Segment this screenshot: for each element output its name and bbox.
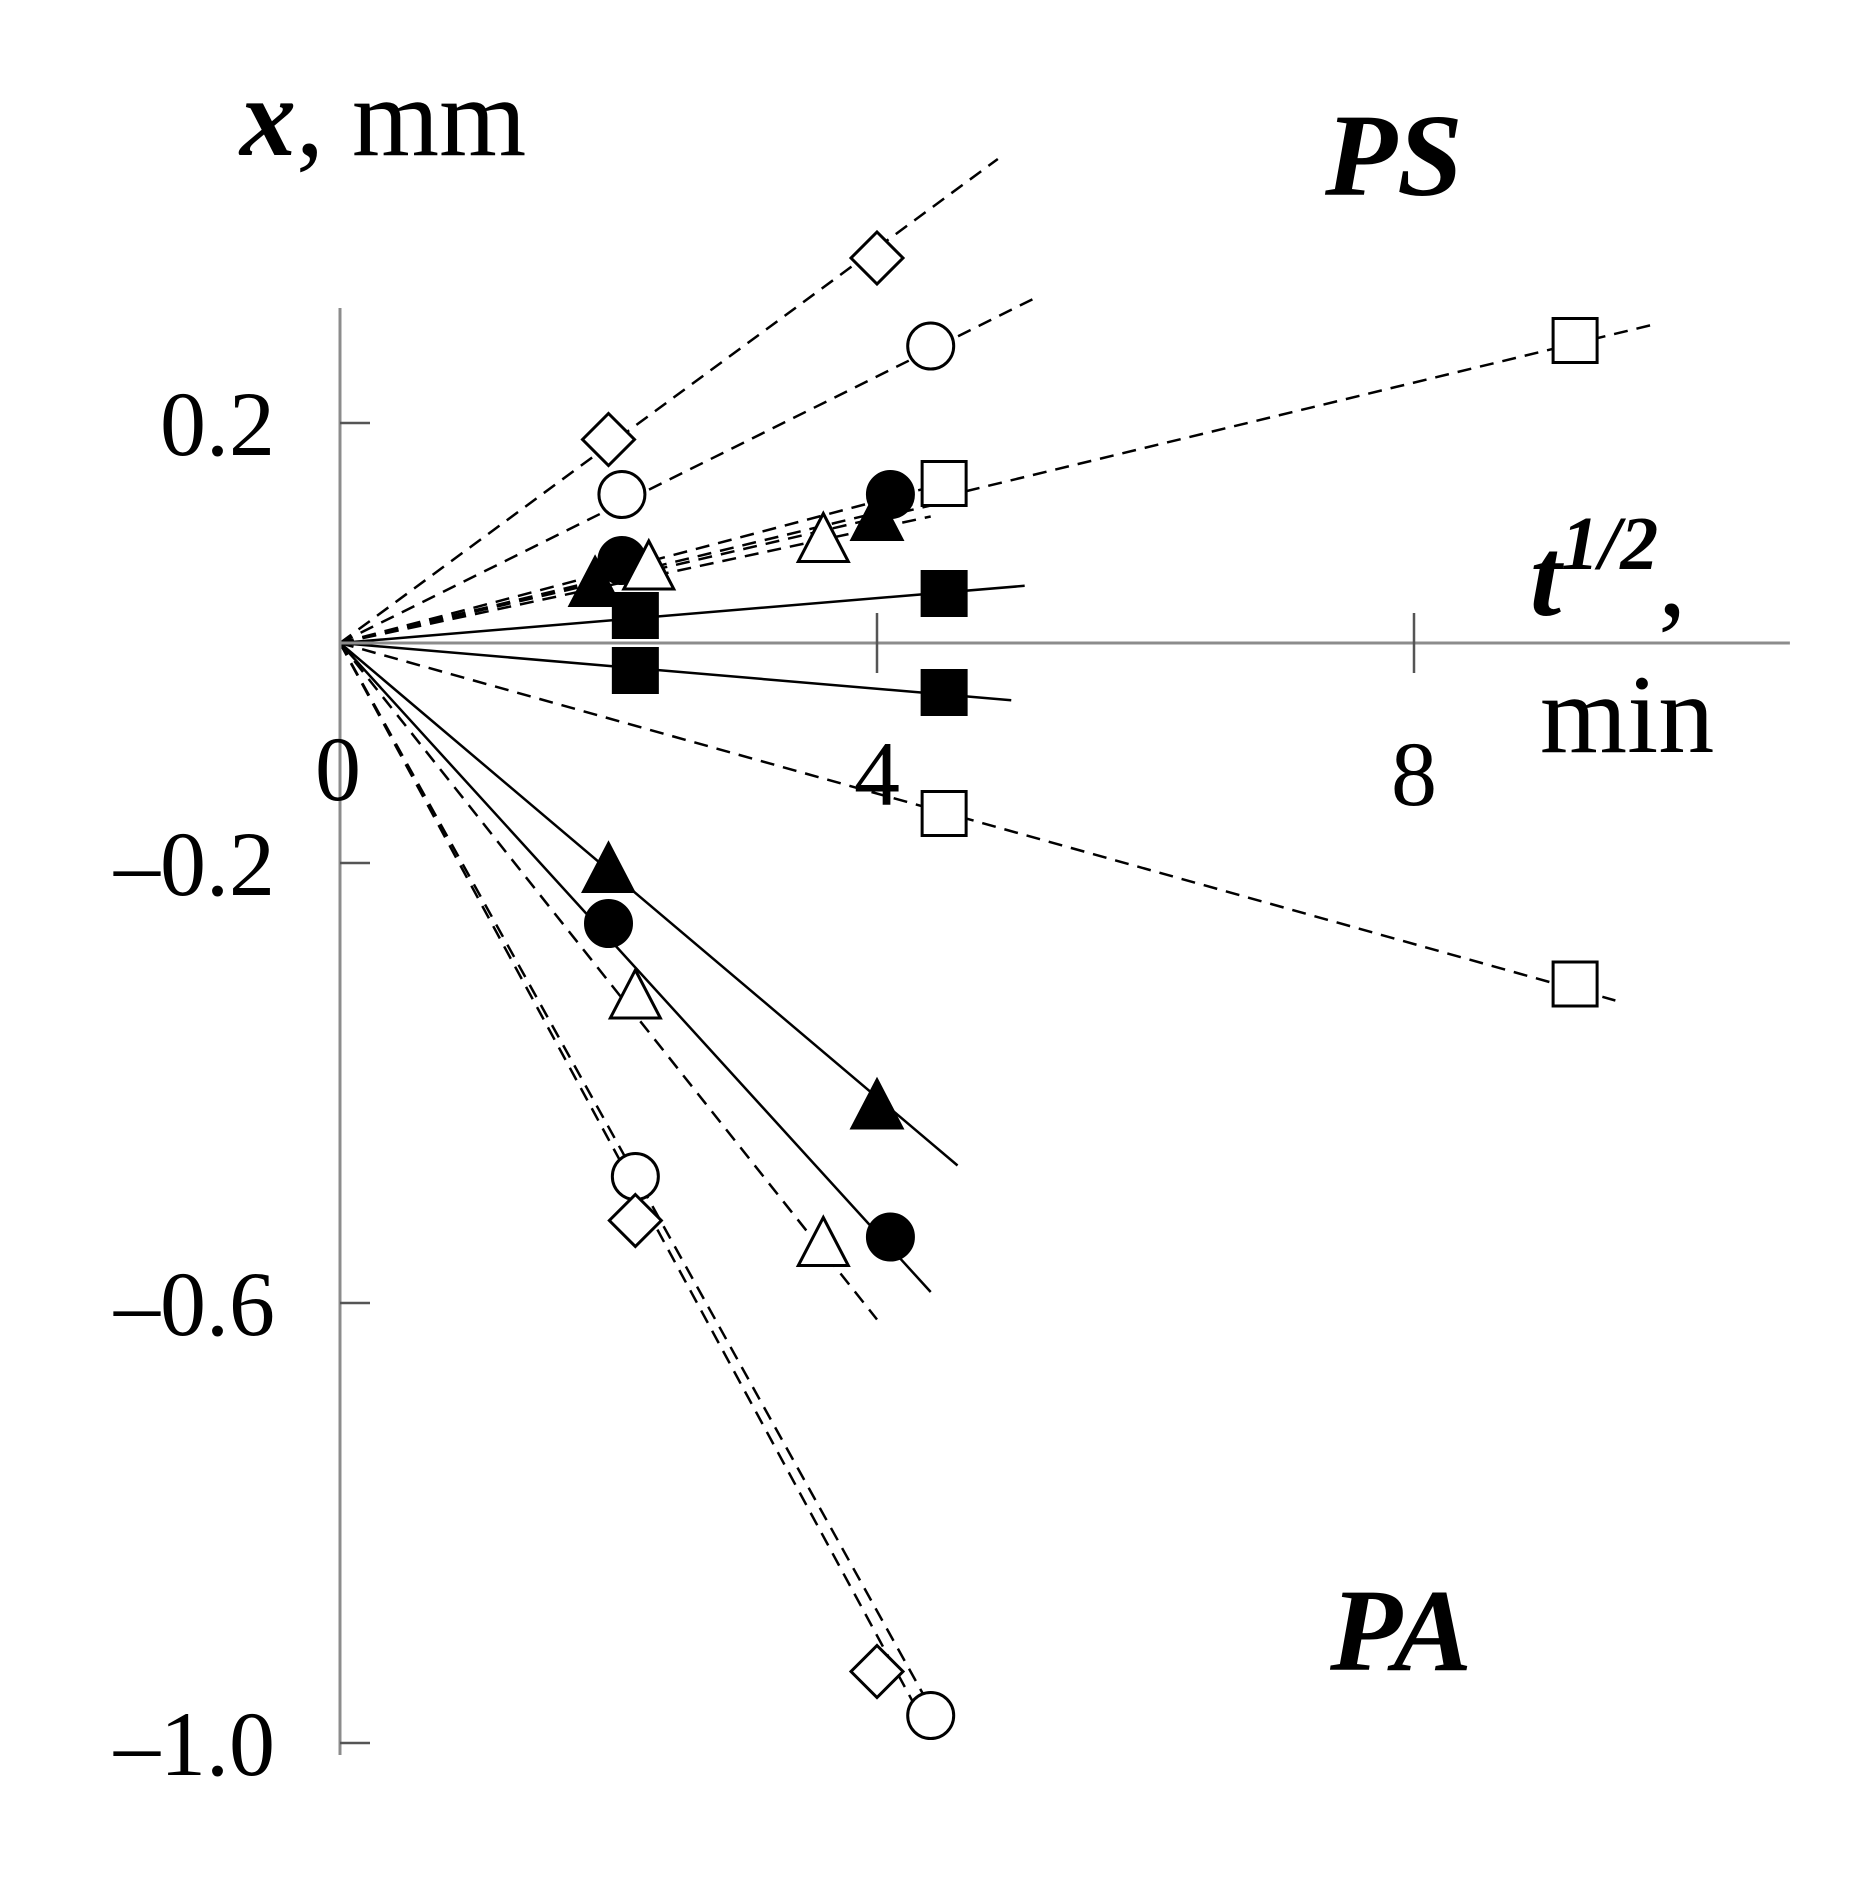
x-axis-title: t1/2, — [1530, 502, 1686, 640]
y-tick-label: –1.0 — [113, 1693, 275, 1795]
data-markers — [567, 229, 1599, 1740]
data-point-triangle-filled — [849, 1076, 905, 1130]
x-tick-label: 8 — [1391, 723, 1437, 825]
y-tick-label: 0.2 — [160, 373, 275, 475]
data-point-triangle-open — [607, 966, 663, 1020]
data-point-square-filled — [920, 570, 968, 617]
data-point-square-open — [920, 790, 968, 837]
data-point-triangle-open — [795, 510, 851, 563]
data-point-triangle-filled — [567, 554, 623, 607]
y-axis-title-var: x — [238, 56, 296, 180]
fit-line — [339, 641, 1012, 702]
y-tick-label: –0.6 — [113, 1253, 275, 1355]
y-tick-label: –0.2 — [113, 813, 275, 915]
data-point-square-filled — [920, 669, 968, 716]
data-point-diamond-open — [848, 1643, 906, 1700]
fit-line — [339, 641, 1616, 1002]
data-point-square-filled — [611, 647, 659, 694]
data-point-circle-open — [597, 470, 647, 519]
region-label-ps: PS — [1324, 90, 1463, 221]
fit-line — [339, 584, 1025, 645]
origin-label: 0 — [315, 718, 361, 820]
region-label-pa: PA — [1329, 1565, 1472, 1696]
data-point-circle-filled — [865, 1212, 915, 1262]
data-point-triangle-open — [621, 537, 677, 591]
x-axis-title-comma: , — [1658, 516, 1686, 640]
data-point-diamond-open — [848, 229, 906, 287]
y-axis-title-unit: , mm — [296, 56, 526, 180]
x-tick-label: 4 — [854, 723, 900, 825]
data-point-square-filled — [611, 592, 659, 639]
y-axis-title: x, mm — [238, 56, 526, 180]
data-point-diamond-open — [580, 411, 637, 468]
data-point-triangle-filled — [581, 840, 636, 893]
data-point-diamond-open — [607, 1192, 664, 1249]
fit-line — [339, 642, 959, 1167]
data-point-triangle-open — [795, 1214, 851, 1267]
fit-line — [339, 322, 1656, 645]
y-axis-ticks: 0.2 –0.2 –0.6 –1.0 — [113, 373, 370, 1795]
data-point-square-open — [1551, 960, 1599, 1008]
x-axis-title-sup: 1/2 — [1561, 502, 1658, 586]
fit-lines — [338, 157, 1656, 1733]
x-axis-title-var: t — [1530, 516, 1564, 640]
fit-line — [339, 642, 878, 1321]
x-axis-unit: min — [1540, 653, 1714, 777]
data-point-square-open — [1551, 317, 1599, 364]
data-point-triangle-filled — [849, 488, 905, 541]
data-point-square-open — [920, 460, 968, 507]
data-point-circle-open — [906, 1691, 956, 1740]
fit-line — [339, 157, 999, 645]
data-point-circle-open — [906, 321, 956, 371]
data-point-circle-filled — [584, 899, 633, 948]
